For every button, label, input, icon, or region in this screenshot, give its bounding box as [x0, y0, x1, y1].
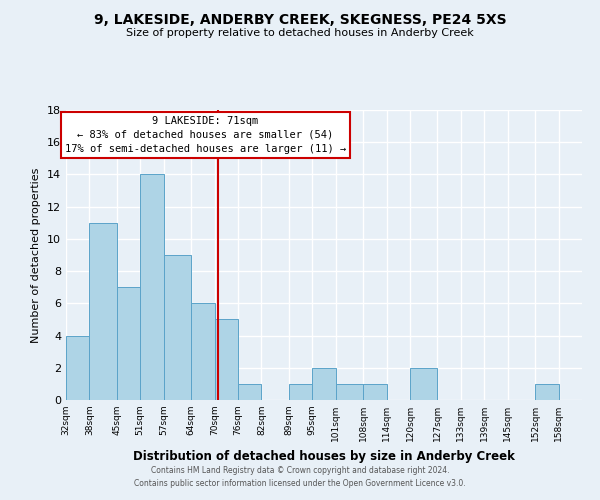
Bar	[238, 384, 262, 400]
Bar	[336, 384, 363, 400]
Text: Contains HM Land Registry data © Crown copyright and database right 2024.
Contai: Contains HM Land Registry data © Crown c…	[134, 466, 466, 487]
Bar	[117, 287, 140, 400]
Bar	[140, 174, 164, 400]
Bar	[535, 384, 559, 400]
Bar	[66, 336, 89, 400]
Bar	[363, 384, 386, 400]
Bar	[289, 384, 312, 400]
Text: 9, LAKESIDE, ANDERBY CREEK, SKEGNESS, PE24 5XS: 9, LAKESIDE, ANDERBY CREEK, SKEGNESS, PE…	[94, 12, 506, 26]
Bar	[164, 255, 191, 400]
Bar	[410, 368, 437, 400]
Text: Size of property relative to detached houses in Anderby Creek: Size of property relative to detached ho…	[126, 28, 474, 38]
Y-axis label: Number of detached properties: Number of detached properties	[31, 168, 41, 342]
Text: 9 LAKESIDE: 71sqm
← 83% of detached houses are smaller (54)
17% of semi-detached: 9 LAKESIDE: 71sqm ← 83% of detached hous…	[65, 116, 346, 154]
Bar	[312, 368, 336, 400]
Bar	[191, 304, 215, 400]
Bar	[215, 320, 238, 400]
X-axis label: Distribution of detached houses by size in Anderby Creek: Distribution of detached houses by size …	[133, 450, 515, 462]
Bar	[89, 223, 117, 400]
